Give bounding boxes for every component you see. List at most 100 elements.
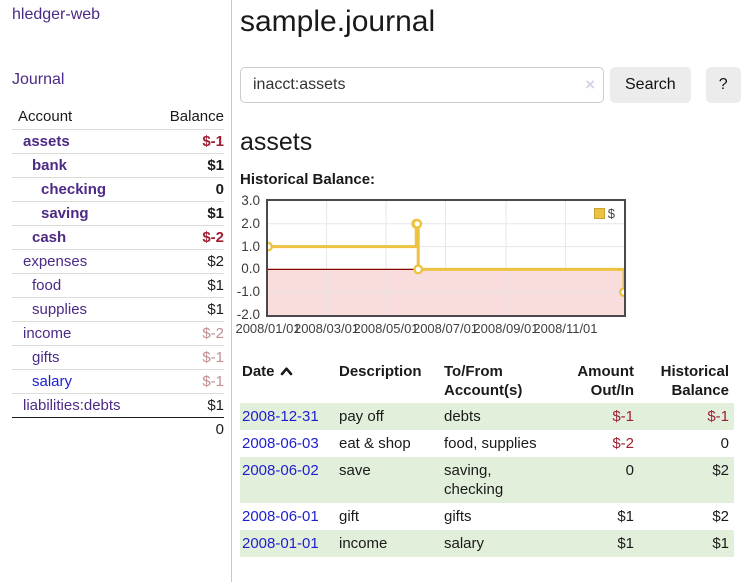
y-axis-tick-label: 2.0	[241, 215, 260, 231]
sidebar-item-journal[interactable]: Journal	[12, 71, 65, 88]
account-balance: $-1	[148, 369, 224, 394]
transaction-amount: $1	[617, 535, 634, 552]
y-axis-tick-label: 3.0	[241, 193, 260, 208]
account-balance: $-2	[148, 321, 224, 346]
account-link-income[interactable]: income	[23, 325, 72, 342]
chart-plot-area[interactable]: $	[266, 199, 626, 317]
x-axis-tick-label: 2008/09/01	[473, 321, 539, 336]
account-balance: $2	[148, 249, 224, 274]
register-header-date[interactable]: Date	[240, 359, 337, 403]
account-row: income $-2	[12, 321, 224, 346]
transaction-description: save	[339, 462, 371, 479]
account-balance: $-1	[148, 345, 224, 370]
page-title: sample.journal	[240, 5, 436, 38]
account-row: saving $1	[12, 201, 224, 226]
account-link-cash[interactable]: cash	[32, 229, 67, 246]
transaction-accounts: debts	[444, 408, 481, 425]
register-header-row: Date Description To/From Account(s) Amou…	[240, 359, 734, 403]
brand-link[interactable]: hledger-web	[12, 6, 101, 23]
account-balance: $1	[148, 393, 224, 418]
series-label: $	[607, 206, 615, 221]
historical-balance-chart: 3.0 2.0 1.0 0.0 -1.0 -2.0 $ 2008/01/01 2008/03…	[235, 193, 660, 341]
x-axis-tick-label: 2008/07/01	[412, 321, 479, 336]
register-row: 2008-06-02 save saving, checking 0 $2	[240, 457, 734, 503]
account-link-assets[interactable]: assets	[23, 133, 70, 150]
transaction-date-link[interactable]: 2008-01-01	[242, 535, 319, 552]
search-input[interactable]	[240, 67, 604, 103]
search-button[interactable]: Search	[610, 67, 691, 103]
account-link-supplies[interactable]: supplies	[32, 301, 88, 318]
account-link-liabilities-debts[interactable]: liabilities:debts	[23, 397, 121, 414]
search-form: × Search ?	[240, 67, 742, 103]
chart-title: Historical Balance:	[240, 171, 376, 188]
account-link-food[interactable]: food	[32, 277, 62, 294]
y-axis-tick-label: -1.0	[236, 284, 260, 300]
transaction-date-link[interactable]: 2008-12-31	[242, 408, 319, 425]
account-balance: $1	[148, 273, 224, 298]
y-axis-tick-label: 1.0	[241, 238, 260, 254]
transaction-description: pay off	[339, 408, 384, 425]
chart-x-axis: 2008/01/01 2008/03/01 2008/05/01 2008/07/01…	[235, 321, 624, 339]
account-heading: assets	[240, 128, 313, 156]
register-header-description: Description	[339, 363, 422, 380]
transaction-balance: $2	[712, 462, 729, 479]
account-balance: $1	[148, 297, 224, 322]
chart-legend: $	[591, 205, 617, 222]
accounts-header-account: Account	[18, 108, 73, 125]
account-balance: $1	[148, 153, 224, 178]
transaction-description: eat & shop	[339, 435, 411, 452]
transaction-balance: $1	[712, 535, 729, 552]
transaction-accounts: salary	[444, 535, 485, 552]
clear-search-icon[interactable]: ×	[585, 75, 595, 94]
chart-y-axis: 3.0 2.0 1.0 0.0 -1.0 -2.0	[230, 193, 260, 322]
account-row: assets $-1	[12, 129, 224, 154]
register-header-account: To/From Account(s)	[444, 363, 523, 399]
transaction-date-link[interactable]: 2008-06-02	[242, 462, 319, 479]
x-axis-tick-label: 2008/11/01	[533, 321, 598, 336]
transaction-amount: $1	[617, 508, 634, 525]
accounts-table: Account Balance assets $-1 bank $1 check…	[12, 105, 224, 441]
transaction-balance: 0	[720, 435, 729, 452]
register-row: 2008-01-01 income salary $1 $1	[240, 530, 734, 557]
main-content: sample.journal × Search ? assets Histori…	[232, 0, 742, 582]
transaction-description: gift	[339, 508, 360, 525]
account-link-salary[interactable]: salary	[32, 373, 73, 390]
account-link-expenses[interactable]: expenses	[23, 253, 88, 270]
x-axis-tick-label: 2008/01/01	[235, 321, 301, 336]
account-link-checking[interactable]: checking	[41, 181, 107, 198]
transaction-accounts: food, supplies	[444, 435, 537, 452]
help-button[interactable]: ?	[705, 67, 741, 103]
accounts-total-row: 0	[12, 417, 224, 441]
account-link-gifts[interactable]: gifts	[32, 349, 60, 366]
series-swatch-icon	[593, 208, 605, 219]
transaction-accounts: saving, checking	[444, 462, 504, 498]
accounts-header-row: Account Balance	[12, 105, 224, 130]
register-header-balance: Historical Balance	[660, 363, 729, 399]
account-link-bank[interactable]: bank	[32, 157, 68, 174]
transaction-date-link[interactable]: 2008-06-01	[242, 508, 319, 525]
account-balance: $-1	[148, 129, 224, 154]
account-row: expenses $2	[12, 249, 224, 274]
register-header-amount: Amount Out/In	[577, 363, 634, 399]
x-axis-tick-label: 2008/03/01	[293, 321, 360, 336]
register-table: Date Description To/From Account(s) Amou…	[240, 359, 734, 557]
account-row: cash $-2	[12, 225, 224, 250]
accounts-total: 0	[148, 417, 224, 441]
transaction-description: income	[339, 535, 388, 552]
register-row: 2008-06-01 gift gifts $1 $2	[240, 503, 734, 530]
y-axis-tick-label: -2.0	[236, 307, 260, 322]
account-row: liabilities:debts $1	[12, 393, 224, 418]
transaction-amount: $-2	[612, 435, 634, 452]
sidebar: hledger-web Journal Account Balance asse…	[0, 0, 232, 582]
transaction-amount: $-1	[612, 408, 634, 425]
account-link-saving[interactable]: saving	[41, 205, 89, 222]
account-balance: $-2	[148, 225, 224, 250]
x-axis-tick-label: 2008/05/01	[353, 321, 419, 336]
account-row: gifts $-1	[12, 345, 224, 370]
transaction-date-link[interactable]: 2008-06-03	[242, 435, 319, 452]
account-row: food $1	[12, 273, 224, 298]
register-row: 2008-12-31 pay off debts $-1 $-1	[240, 403, 734, 430]
transaction-amount: 0	[625, 462, 634, 479]
register-row: 2008-06-03 eat & shop food, supplies $-2…	[240, 430, 734, 457]
account-balance: $1	[148, 201, 224, 226]
